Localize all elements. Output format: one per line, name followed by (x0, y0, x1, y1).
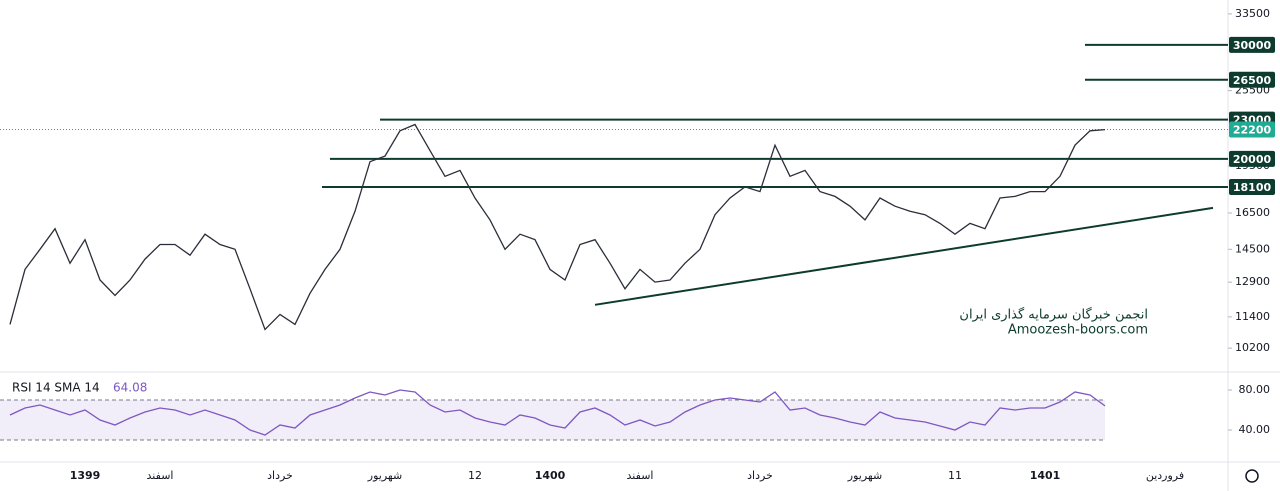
y-tick-label: 11400 (1235, 310, 1270, 323)
trendline (594, 206, 1214, 306)
x-tick-label: فروردین (1146, 469, 1184, 482)
rsi-y-tick-label: 80.00 (1239, 383, 1271, 396)
price-label-box (1229, 36, 1275, 53)
x-tick-label: اسفند (147, 469, 174, 482)
x-tick-label: شهریور (847, 469, 882, 482)
y-tick-label: 12900 (1235, 275, 1270, 288)
price-label: 22200 (1233, 124, 1272, 137)
watermark: Amoozesh-boors.com (1008, 323, 1148, 338)
rsi-band-fill (0, 400, 1105, 440)
price-label: 18100 (1233, 181, 1272, 194)
settings-icon[interactable] (1245, 469, 1259, 483)
x-tick-label: 11 (948, 469, 962, 482)
y-tick-label: 16500 (1235, 206, 1270, 219)
price-label: 26500 (1233, 74, 1272, 87)
y-tick-label: 14500 (1235, 242, 1270, 255)
x-tick-label: اسفند (627, 469, 654, 482)
x-tick-label: خرداد (747, 469, 773, 482)
price-label-box (1229, 178, 1275, 195)
rsi-title: RSI 14 SMA 14 (12, 381, 100, 395)
rsi-line (9, 389, 1106, 436)
x-tick-label: خرداد (267, 469, 293, 482)
rsi-y-tick-label: 40.00 (1239, 423, 1271, 436)
rsi-value: 64.08 (113, 381, 147, 395)
x-tick-label: شهریور (367, 469, 402, 482)
y-tick-label: 33500 (1235, 7, 1270, 20)
price-label: 30000 (1233, 39, 1272, 52)
price-label: 20000 (1233, 153, 1272, 166)
price-line (9, 123, 1106, 331)
price-label-box (1229, 121, 1275, 138)
price-label-box (1229, 150, 1275, 167)
price-label-box (1229, 71, 1275, 88)
x-tick-label: 1400 (535, 469, 566, 482)
watermark: انجمن خبرگان سرمایه گذاری ایران (959, 307, 1148, 323)
x-tick-label: 1401 (1030, 469, 1061, 482)
x-tick-label: 1399 (70, 469, 101, 482)
x-tick-label: 12 (468, 469, 482, 482)
y-tick-label: 10200 (1235, 341, 1270, 354)
